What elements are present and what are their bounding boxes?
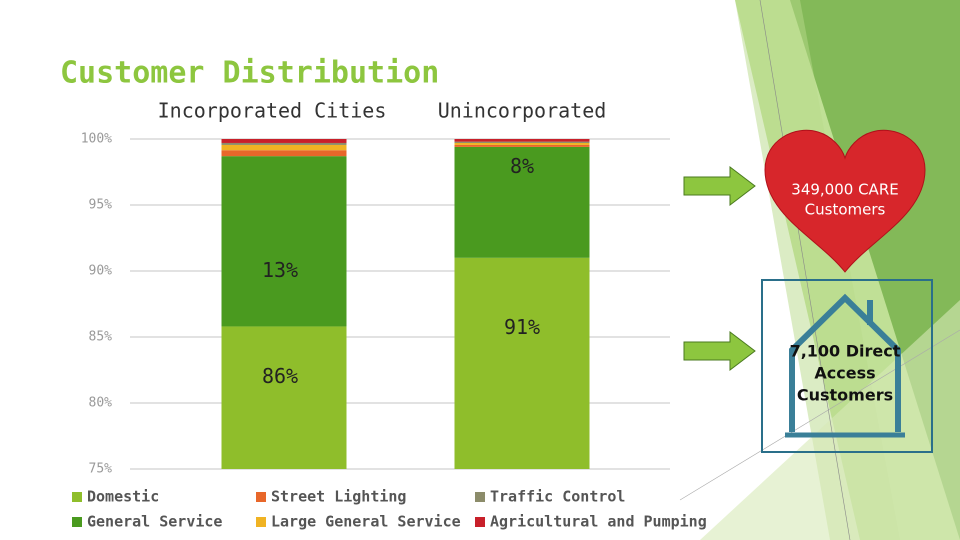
legend-swatch	[256, 492, 266, 502]
callout-text: 349,000 CARE	[791, 181, 898, 199]
bar-segment	[221, 142, 347, 145]
bar-segment	[221, 144, 347, 151]
bar-segment	[454, 141, 590, 143]
legend-label: Street Lighting	[271, 488, 406, 506]
y-tick-label: 75%	[89, 462, 113, 477]
callout-text: Customers	[805, 201, 886, 219]
bar-segment	[454, 144, 590, 147]
data-label: 8%	[510, 154, 534, 178]
legend-swatch	[475, 517, 485, 527]
legend-label: Domestic	[87, 488, 159, 506]
callout-text: Access	[814, 364, 875, 383]
house	[761, 279, 933, 453]
legend-swatch	[256, 517, 266, 527]
y-tick-label: 95%	[89, 198, 113, 213]
bar-segment	[221, 326, 347, 469]
bar-segment	[454, 257, 590, 469]
arrow	[683, 165, 756, 372]
y-tick-label: 90%	[89, 264, 113, 279]
legend-swatch	[72, 517, 82, 527]
bar-segment	[221, 139, 347, 143]
bar-segment	[454, 139, 590, 142]
legend-label: Large General Service	[271, 513, 461, 531]
category-label: Incorporated Cities	[158, 99, 387, 123]
legend-swatch	[475, 492, 485, 502]
legend-label: Traffic Control	[490, 488, 625, 506]
y-tick-label: 85%	[89, 330, 113, 345]
y-tick-label: 100%	[81, 132, 112, 147]
legend-label: Agricultural and Pumping	[490, 513, 707, 531]
heart	[764, 129, 926, 273]
callout-text: Customers	[797, 386, 893, 405]
bar-segment	[454, 142, 590, 145]
data-label: 13%	[262, 258, 298, 282]
bar-segment	[221, 150, 347, 157]
callout-text: 7,100 Direct	[790, 342, 901, 361]
data-label: 86%	[262, 364, 298, 388]
legend-swatch	[72, 492, 82, 502]
background-decoration	[679, 0, 960, 540]
chart-title: Customer Distribution	[60, 56, 439, 91]
data-label: 91%	[504, 315, 540, 339]
legend-label: General Service	[87, 513, 222, 531]
bar-segment	[221, 156, 347, 327]
category-label: Unincorporated	[438, 99, 607, 123]
bar-segment	[454, 146, 590, 258]
y-tick-label: 80%	[89, 396, 113, 411]
